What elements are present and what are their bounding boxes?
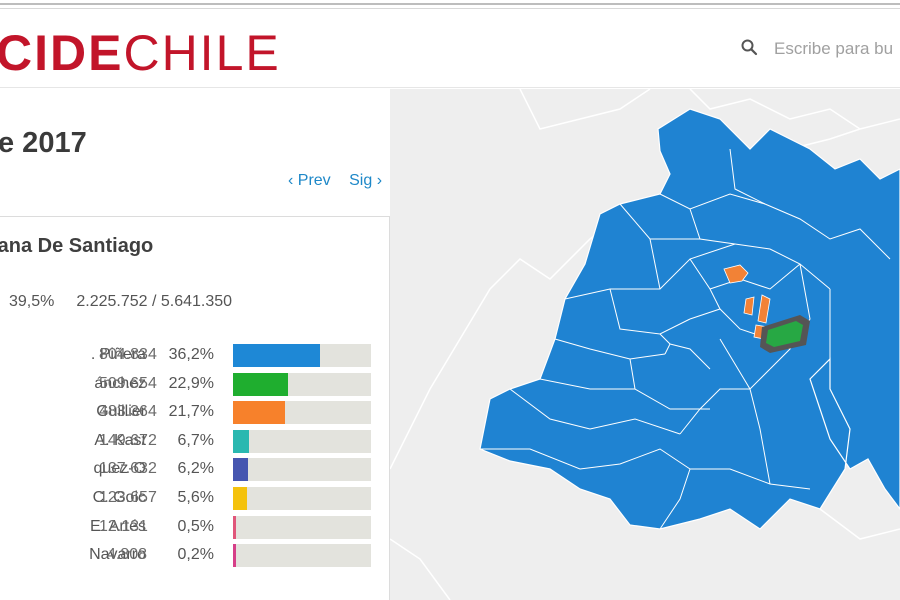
candidate-bar-fill <box>233 344 320 367</box>
candidate-votes: 509.654 <box>99 374 157 392</box>
candidate-name: E. Artés <box>89 517 146 535</box>
candidate-votes: 137.632 <box>99 460 157 478</box>
prev-link[interactable]: ‹ Prev <box>288 172 331 189</box>
turnout-counts: 2.225.752 / 5.641.350 <box>76 293 233 310</box>
candidate-name: Navarro <box>89 546 146 564</box>
results-panel: e 2017 ‹ Prev Sig › tana De Santiago 39,… <box>0 89 440 600</box>
candidate-bar-fill <box>233 515 236 539</box>
candidate-bar-track <box>233 458 371 482</box>
candidate-name: quez-O <box>93 460 146 478</box>
candidate-bar-track <box>233 544 371 568</box>
candidate-percent: 5,6% <box>177 488 214 506</box>
candidate-bar-fill <box>233 544 236 568</box>
candidate-row[interactable]: A. Kast 149.672 6,7% <box>0 428 381 457</box>
candidate-bar-fill <box>233 372 288 396</box>
candidate-row[interactable]: quez-O 137.632 6,2% <box>0 456 381 485</box>
map-svg[interactable] <box>390 89 900 600</box>
commune-boundaries <box>480 148 891 530</box>
candidate-bar-fill <box>233 401 285 425</box>
commune-orange-2[interactable] <box>757 294 771 324</box>
site-header: CIDECHILE <box>0 10 900 88</box>
candidate-row[interactable]: E. Artés 12.131 0,5% <box>0 514 381 543</box>
candidate-bar-fill <box>233 458 248 482</box>
candidate-name: C. Goic <box>92 488 146 506</box>
candidate-row[interactable]: ánchez 509.654 22,9% <box>0 371 381 400</box>
candidate-bar-track <box>233 429 371 453</box>
candidate-row[interactable]: C. Goic 123.657 5,6% <box>0 485 381 514</box>
candidate-votes: 123.657 <box>99 488 157 506</box>
candidate-name: Guillier <box>96 403 146 421</box>
candidate-votes: 483.364 <box>99 403 157 421</box>
results-map[interactable] <box>390 89 900 600</box>
candidate-percent: 6,7% <box>177 431 214 449</box>
next-link[interactable]: Sig › <box>349 172 383 189</box>
candidate-percent: 0,2% <box>177 546 214 564</box>
pager: ‹ Prev Sig › <box>288 172 382 190</box>
candidate-votes: 4.808 <box>106 546 147 564</box>
candidate-bar-track <box>233 486 371 510</box>
candidate-row[interactable]: Navarro 4.808 0,2% <box>0 542 381 571</box>
region-results-card: tana De Santiago 39,5% 2.225.752 / 5.641.… <box>0 216 390 600</box>
candidate-bar-track <box>233 401 371 425</box>
candidate-list: . Piñera 804.834 36,2% ánchez 509.654 22,9% Gu… <box>0 342 381 571</box>
turnout-percent: 39,5% <box>9 293 55 310</box>
candidate-row[interactable]: Guillier 483.364 21,7% <box>0 399 381 428</box>
commune-orange-3[interactable] <box>743 296 755 316</box>
candidate-percent: 22,9% <box>168 374 214 392</box>
logo-bold-text: CIDE <box>0 25 124 81</box>
candidate-row[interactable]: . Piñera 804.834 36,2% <box>0 342 381 371</box>
candidate-percent: 21,7% <box>168 403 214 421</box>
candidate-votes: 149.672 <box>99 431 157 449</box>
candidate-percent: 0,5% <box>177 517 214 535</box>
candidate-votes: 12.131 <box>99 517 148 535</box>
candidate-percent: 36,2% <box>168 346 214 363</box>
candidate-bar-fill <box>233 486 247 510</box>
site-logo[interactable]: CIDECHILE <box>0 28 281 78</box>
neighbor-region-outline-3 <box>689 89 861 130</box>
candidate-name: ánchez <box>94 374 146 392</box>
commune-green[interactable] <box>766 321 803 347</box>
candidate-bar-fill <box>233 429 249 453</box>
candidate-bar-track <box>233 344 371 367</box>
candidate-votes: 804.834 <box>99 346 157 363</box>
candidate-name: . Piñera <box>90 346 146 363</box>
neighbor-region-outline-5 <box>819 508 900 540</box>
commune-orange-1[interactable] <box>723 264 749 284</box>
top-border <box>0 0 900 9</box>
candidate-name: A. Kast <box>94 431 146 449</box>
search-box[interactable] <box>740 36 900 62</box>
search-icon[interactable] <box>740 38 758 61</box>
search-input[interactable] <box>774 39 900 59</box>
candidate-bar-track <box>233 515 371 539</box>
neighbor-region-outline-2 <box>519 89 651 130</box>
candidate-bar-track <box>233 372 371 396</box>
turnout-row: 39,5% 2.225.752 / 5.641.350 <box>0 293 232 311</box>
region-title: tana De Santiago <box>0 235 154 257</box>
logo-light-text: CHILE <box>123 25 281 81</box>
neighbor-region-outline-4 <box>390 538 451 600</box>
candidate-percent: 6,2% <box>177 460 214 478</box>
page-title: e 2017 <box>0 127 87 159</box>
